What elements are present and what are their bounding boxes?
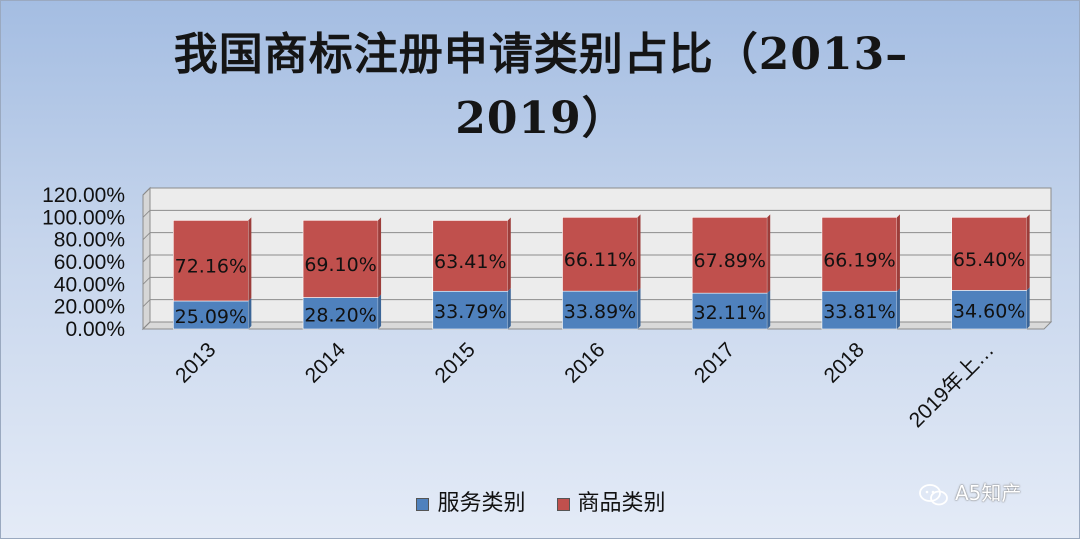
legend-swatch-goods [556,497,570,511]
y-tick-label: 40.00% [54,273,125,296]
data-label: 66.19% [823,249,895,271]
wechat-icon [919,483,948,505]
gridline-depth [142,299,151,308]
x-tick-label: 2016 [560,338,609,387]
legend-label-goods: 商品类别 [577,491,666,516]
y-tick-label: 20.00% [54,296,125,319]
bar-segment-goods [302,220,379,298]
bar-side [507,217,511,292]
y-tick-label: 120.00% [42,184,125,207]
gridline-depth [142,254,151,263]
bar-segment-services [302,297,379,330]
legend-item-services: 服务类别 [416,485,526,517]
bar-segment-services [562,290,638,330]
legend: 服务类别 商品类别 [1,485,1079,517]
data-label: 63.41% [434,251,506,273]
chart-title-line-1: 我国商标注册申请类别占比（2013– [173,29,909,80]
data-label: 25.09% [175,306,247,328]
data-label: 67.89% [693,250,765,272]
bar-segment-goods [821,217,898,292]
y-tick-label: 80.00% [54,229,125,252]
bar-side [248,297,252,329]
bar-side [896,288,900,329]
bar-side [378,217,382,298]
x-tick-label: 2015 [431,338,480,387]
gridline-depth [142,321,151,330]
legend-label-services: 服务类别 [437,491,526,516]
data-label: 33.89% [564,301,636,323]
bar-segment-services [432,290,509,330]
data-label: 65.40% [953,249,1025,271]
gridline-depth [142,276,151,285]
data-label: 33.79% [434,301,506,323]
bar-side [378,294,382,329]
bar-side [767,214,771,294]
bar-segment-goods [691,217,768,294]
bar-side [637,214,641,292]
bar-segment-services [691,292,768,330]
x-tick-label: 2014 [301,338,351,388]
bar-segment-services [821,290,898,330]
chart-title: 我国商标注册申请类别占比（2013– 2019） [61,23,1021,151]
data-label: 34.60% [953,301,1025,323]
x-tick-label: 2013 [171,338,220,387]
data-label: 66.11% [564,249,636,271]
legend-swatch-services [416,497,430,511]
x-tick-label: 2017 [690,338,739,387]
bar-segment-goods [173,220,249,302]
gridline-depth [142,232,151,241]
data-label: 69.10% [304,254,376,276]
y-tick-label: 60.00% [54,251,125,274]
bar-side [248,217,252,301]
bar-side [767,290,771,329]
gridline-depth [142,187,151,196]
bar-side [1026,214,1030,291]
bar-segment-goods [432,220,509,292]
y-tick-label: 100.00% [42,206,125,229]
watermark: A5知产 [919,477,1021,506]
bar-side [507,288,511,329]
data-label: 28.20% [304,304,376,326]
data-label: 72.16% [175,256,247,278]
bar-segment-goods [951,217,1027,291]
x-tick-label: 2019年上… [905,338,999,432]
gridline-depth [142,209,151,218]
y-tick-label: 0.00% [65,318,125,341]
watermark-text: A5知产 [955,481,1022,505]
x-tick-label: 2018 [820,338,869,387]
data-label: 33.81% [823,301,895,323]
data-label: 32.11% [693,302,765,324]
bar-segment-services [173,300,249,330]
bar-side [1026,287,1030,329]
legend-item-goods: 商品类别 [556,485,666,517]
bar-segment-goods [562,217,638,292]
bar-side [637,288,641,329]
chart-title-line-2: 2019） [455,93,627,144]
bar-side [896,214,900,292]
